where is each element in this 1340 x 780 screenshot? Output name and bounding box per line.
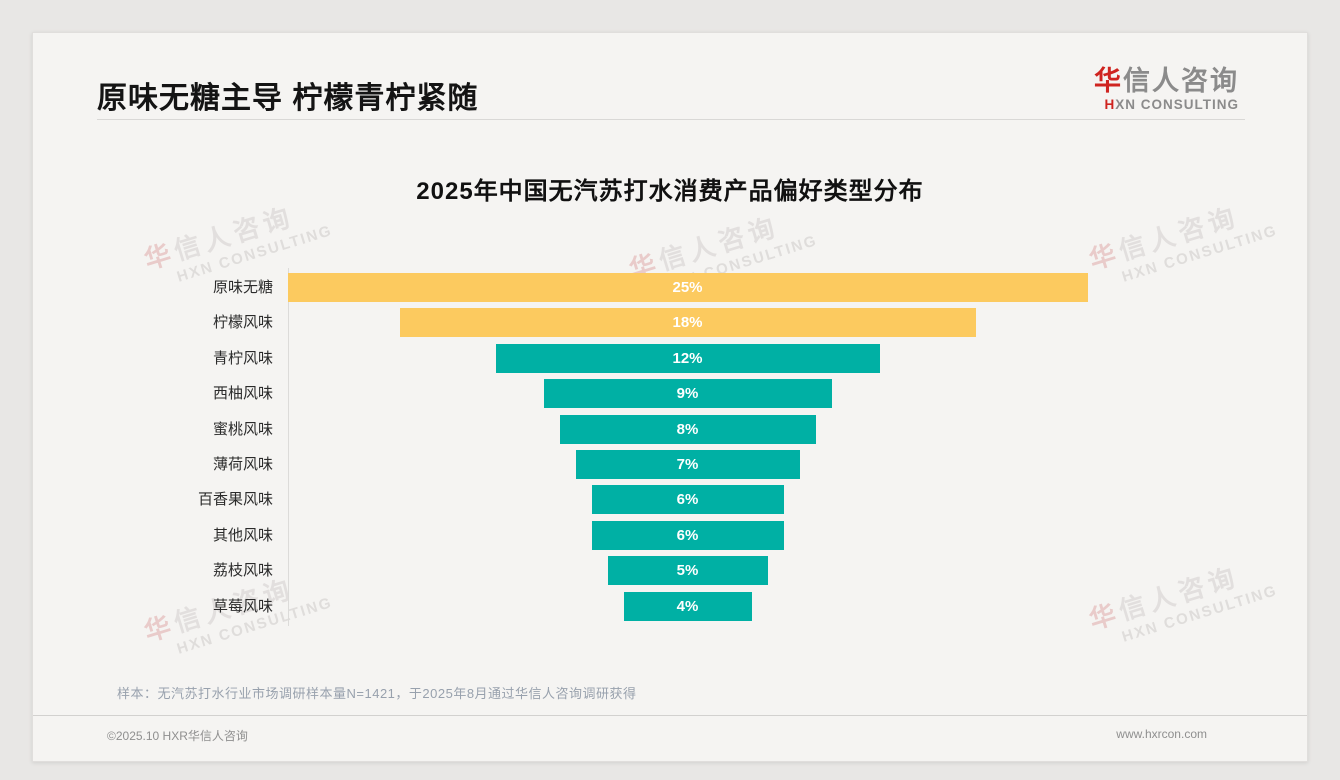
category-label: 西柚风味 <box>212 385 273 402</box>
category-label: 柠檬风味 <box>212 314 273 331</box>
chart-row: 草莓风味 4% <box>33 592 1307 621</box>
y-axis-line <box>288 268 289 626</box>
category-label: 荔枝风味 <box>212 562 273 579</box>
footer-divider <box>33 715 1307 716</box>
slide-card: 华信人咨询 HXN CONSULTING 华信人咨询 HXN CONSULTIN… <box>32 32 1308 762</box>
category-label: 其他风味 <box>212 527 273 544</box>
funnel-bar: 9% <box>543 379 832 408</box>
sample-note: 样本：无汽苏打水行业市场调研样本量N=1421，于2025年8月通过华信人咨询调… <box>117 686 637 701</box>
logo-en-text: HXN CONSULTING <box>1104 96 1239 112</box>
category-label: 百香果风味 <box>197 491 273 508</box>
funnel-bar: 4% <box>623 592 752 621</box>
copyright-text: ©2025.10 HXR华信人咨询 <box>107 729 248 743</box>
chart-title: 2025年中国无汽苏打水消费产品偏好类型分布 <box>416 178 924 205</box>
chart-row: 青柠风味 12% <box>33 344 1307 373</box>
chart-row: 其他风味 6% <box>33 521 1307 550</box>
chart-row: 百香果风味 6% <box>33 485 1307 514</box>
category-label: 草莓风味 <box>212 598 273 615</box>
funnel-bar: 8% <box>559 415 816 444</box>
category-label: 原味无糖 <box>212 279 273 296</box>
funnel-bar: 7% <box>575 450 800 479</box>
header-divider <box>97 119 1245 120</box>
funnel-bar: 6% <box>591 485 784 514</box>
funnel-bar: 18% <box>399 308 976 337</box>
funnel-chart: 原味无糖 25% 柠檬风味 18% 青柠风味 12% 西柚风味 9% 蜜桃风味 8% 薄荷风味 7% 百… <box>33 268 1307 628</box>
category-label: 青柠风味 <box>212 350 273 367</box>
funnel-bar: 25% <box>287 273 1088 302</box>
funnel-bar: 6% <box>591 521 784 550</box>
chart-row: 薄荷风味 7% <box>33 450 1307 479</box>
category-label: 薄荷风味 <box>212 456 273 473</box>
funnel-bar: 12% <box>495 344 880 373</box>
funnel-bar: 5% <box>607 556 768 585</box>
chart-row: 蜜桃风味 8% <box>33 415 1307 444</box>
chart-row: 原味无糖 25% <box>33 273 1307 302</box>
logo-zh-text: 华信人咨询 <box>1094 66 1239 96</box>
page-title: 原味无糖主导 柠檬青柠紧随 <box>97 82 479 115</box>
chart-row: 西柚风味 9% <box>33 379 1307 408</box>
company-logo: 华信人咨询 HXN CONSULTING <box>1094 66 1239 113</box>
website-url: www.hxrcon.com <box>1116 727 1207 741</box>
category-label: 蜜桃风味 <box>212 421 273 438</box>
chart-row: 荔枝风味 5% <box>33 556 1307 585</box>
chart-row: 柠檬风味 18% <box>33 308 1307 337</box>
